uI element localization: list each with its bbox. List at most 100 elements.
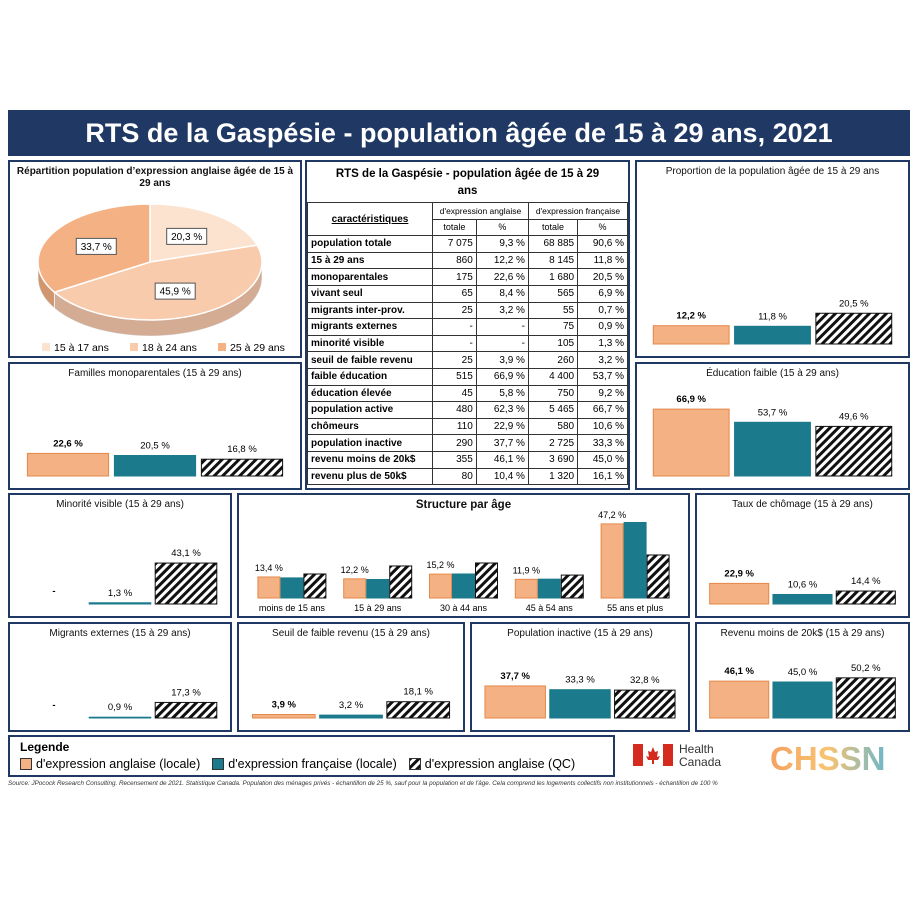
table-cell: 110 bbox=[432, 417, 477, 436]
table-cell: 4 400 bbox=[527, 367, 579, 386]
table-cell: 0,7 % bbox=[577, 301, 628, 320]
chart: - 0,9 % 17,3 % bbox=[52, 687, 218, 719]
x-tick-label: 15 à 29 ans bbox=[354, 603, 402, 613]
legend-item: d'expression française (locale) bbox=[212, 757, 397, 771]
bar bbox=[303, 573, 327, 599]
table-cell: 66,9 % bbox=[475, 367, 529, 386]
table-cell: 6,9 % bbox=[577, 284, 628, 303]
logos: Health Canada CHSSN bbox=[633, 740, 886, 777]
table-cell: 10,4 % bbox=[475, 467, 529, 486]
value-label: 50,2 % bbox=[851, 663, 881, 674]
bar bbox=[709, 680, 770, 719]
table-cell: 1 680 bbox=[527, 268, 579, 286]
flag-band bbox=[663, 744, 673, 766]
table-row: faible éducation 515 66,9 % 4 400 53,7 % bbox=[307, 367, 628, 386]
table-row: vivant seul 65 8,4 % 565 6,9 % bbox=[307, 284, 628, 303]
legend-item: d'expression anglaise (locale) bbox=[20, 757, 200, 771]
value-label: 49,6 % bbox=[839, 411, 869, 422]
bar bbox=[366, 578, 390, 599]
chart: 22,6 % 20,5 % 16,8 % bbox=[26, 438, 284, 477]
value-label: 22,6 % bbox=[53, 438, 83, 449]
subheader-cell: % bbox=[475, 218, 529, 237]
table-cell: 90,6 % bbox=[577, 235, 628, 253]
bar bbox=[835, 677, 896, 719]
legend-label: d'expression anglaise (QC) bbox=[424, 757, 576, 771]
bar bbox=[772, 593, 833, 605]
chart: 13,4 % moins de 15 ans 12,2 % 15 à 29 ans 15… bbox=[255, 510, 670, 613]
table-cell: 480 bbox=[432, 401, 477, 419]
table-row: éducation élevée 45 5,8 % 750 9,2 % bbox=[307, 384, 628, 403]
legend-label: 15 à 17 ans bbox=[54, 342, 109, 354]
row-label: 15 à 29 ans bbox=[307, 251, 433, 270]
legend-label: d'expression française (locale) bbox=[228, 757, 397, 771]
chart: 66,9 % 53,7 % 49,6 % bbox=[652, 394, 893, 477]
table-cell: 9,2 % bbox=[577, 384, 628, 403]
value-label: - bbox=[52, 586, 55, 597]
bar bbox=[514, 578, 538, 599]
header-cell: d'expression française bbox=[527, 202, 629, 220]
chart: 37,7 % 33,3 % 32,8 % bbox=[484, 671, 676, 719]
legend-swatch bbox=[42, 343, 50, 351]
pie-slice bbox=[52, 244, 263, 321]
flag-band bbox=[633, 744, 643, 766]
bar bbox=[815, 425, 893, 477]
bar bbox=[652, 408, 730, 477]
table-cell: 46,1 % bbox=[475, 450, 529, 469]
bar bbox=[646, 554, 670, 599]
bar bbox=[154, 701, 218, 719]
table-cell: 1,3 % bbox=[577, 334, 628, 353]
table-cell: 20,5 % bbox=[577, 268, 628, 286]
header-row: caractéristiques d'expression anglaise d'e… bbox=[307, 201, 629, 237]
chart-title: Éducation faible (15 à 29 ans) bbox=[706, 368, 839, 379]
subheader-cell: totale bbox=[527, 218, 579, 237]
table-cell: 750 bbox=[527, 384, 579, 403]
logo-text: Canada bbox=[679, 755, 721, 769]
subheader-cell: totale bbox=[432, 218, 477, 237]
value-label: 37,7 % bbox=[500, 671, 530, 682]
table-title: RTS de la Gaspésie - population âgée de … bbox=[335, 168, 600, 197]
table-cell: 37,7 % bbox=[475, 434, 529, 452]
table-row: migrants inter-prov. 25 3,2 % 55 0,7 % bbox=[307, 301, 628, 320]
table-cell: 9,3 % bbox=[475, 235, 529, 253]
table-cell: 25 bbox=[432, 301, 477, 320]
chart-panel: - 0,9 % 17,3 % Migrants externes (15 à 29 a… bbox=[8, 622, 232, 732]
bar bbox=[734, 421, 811, 477]
chart: 22,9 % 10,6 % 14,4 % bbox=[709, 568, 896, 605]
row-label: minorité visible bbox=[307, 334, 433, 353]
table-cell: 45 bbox=[432, 384, 477, 403]
bar bbox=[652, 325, 730, 345]
table-cell: 0,9 % bbox=[577, 318, 628, 336]
table-cell: 65 bbox=[432, 284, 477, 303]
value-label: 20,3 % bbox=[171, 232, 202, 243]
table-cell: 10,6 % bbox=[577, 417, 628, 436]
value-label: - bbox=[52, 700, 55, 711]
chart-title: Familles monoparentales (15 à 29 ans) bbox=[68, 368, 242, 379]
chart-title: Seuil de faible revenu (15 à 29 ans) bbox=[272, 628, 430, 639]
row-label: monoparentales bbox=[307, 268, 433, 286]
chart-panel: 46,1 % 45,0 % 50,2 % Revenu moins de 20k$ (… bbox=[695, 622, 910, 732]
row-label: éducation élevée bbox=[307, 384, 433, 403]
table-cell: 12,2 % bbox=[475, 251, 529, 270]
bar bbox=[475, 562, 498, 599]
table-cell: 355 bbox=[432, 450, 477, 469]
chart: 46,1 % 45,0 % 50,2 % bbox=[709, 663, 896, 719]
chart: 12,2 % 11,8 % 20,5 % bbox=[652, 298, 893, 345]
bar bbox=[560, 574, 584, 599]
table-cell: 22,9 % bbox=[475, 417, 529, 436]
chart: 20,3 % 45,9 % 33,7 % 15 à 17 ans 18 à 24 ans… bbox=[37, 203, 285, 354]
table-row: migrants externes - -75 0,9 % bbox=[307, 318, 628, 336]
table-cell: 33,3 % bbox=[577, 434, 628, 452]
chart-panel: 20,3 % 45,9 % 33,7 % 15 à 17 ans 18 à 24 ans… bbox=[8, 160, 302, 358]
bar bbox=[88, 716, 152, 719]
table-cell: 290 bbox=[432, 434, 477, 452]
row-label: revenu plus de 50k$ bbox=[307, 467, 433, 486]
row-label: migrants externes bbox=[307, 318, 433, 336]
bar bbox=[251, 713, 316, 719]
bar bbox=[452, 573, 475, 599]
value-label: 13,4 % bbox=[255, 563, 283, 573]
x-tick-label: 30 à 44 ans bbox=[440, 603, 488, 613]
table-cell: 5 465 bbox=[527, 401, 579, 419]
source-note: Source: JPocock Research Consulting. Rec… bbox=[8, 780, 718, 787]
table-row: minorité visible - -105 1,3 % bbox=[307, 334, 628, 353]
subheader-cell: % bbox=[577, 218, 628, 237]
